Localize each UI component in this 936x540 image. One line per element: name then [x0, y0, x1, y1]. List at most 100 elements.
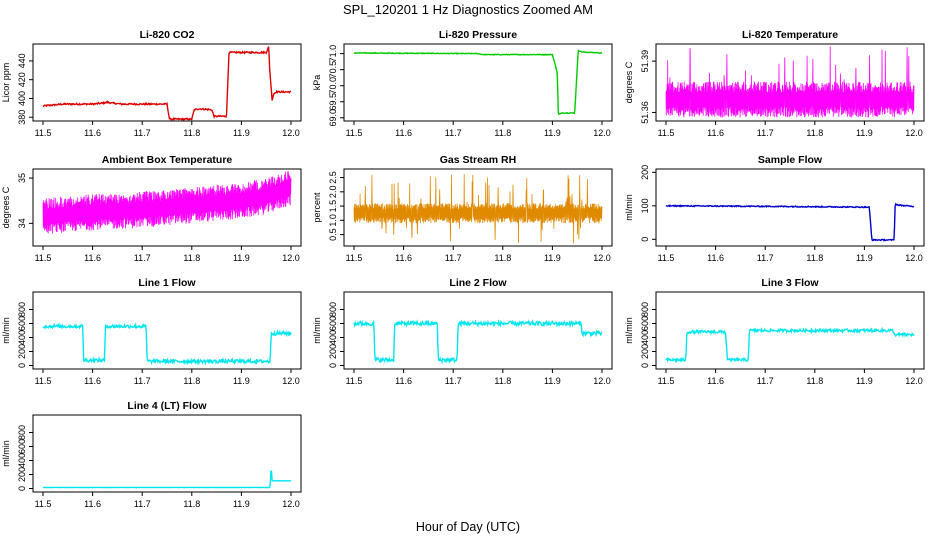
x-tick-label: 11.9 — [856, 128, 873, 138]
panel-4: Ambient Box Temperature degrees C 34 35 11.5… — [1, 154, 302, 263]
series-line — [353, 49, 603, 116]
y-axis-label: ml/min — [624, 317, 634, 344]
panel-title: Li-820 Pressure — [439, 29, 517, 41]
panel-title: Line 1 Flow — [138, 277, 196, 289]
x-tick-label: 12.0 — [282, 499, 300, 509]
x-tick-label: 11.7 — [757, 376, 774, 386]
panel-5: Gas Stream RH percent 0.51.01.52.0 2.5 11.5 1… — [312, 154, 613, 263]
x-tick-label: 11.6 — [84, 499, 101, 509]
y-tick-label: 200 — [17, 344, 27, 359]
y-tick-label: 440 — [17, 53, 27, 68]
y-axis-label: ml/min — [1, 440, 11, 467]
x-tick-label: 12.0 — [282, 253, 300, 263]
series-band — [353, 174, 603, 244]
x-tick-label: 11.8 — [806, 128, 823, 138]
y-axis-label: kPa — [312, 75, 322, 91]
y-tick-label: 400 — [17, 91, 27, 106]
x-tick-label: 11.7 — [445, 253, 462, 263]
y-tick-label: 2.0 — [328, 186, 338, 199]
series-line — [665, 202, 915, 242]
y-tick-label: 400 — [328, 330, 338, 345]
x-tick-label: 11.6 — [395, 376, 412, 386]
y-tick-label: 420 — [17, 72, 27, 87]
panel-title: Gas Stream RH — [440, 154, 516, 166]
y-tick-label: 34 — [17, 218, 27, 228]
x-tick-label: 11.5 — [346, 376, 363, 386]
x-tick-label: 12.0 — [282, 128, 300, 138]
y-tick-label: 600 — [640, 316, 650, 331]
panel-6: Sample Flow ml/min 0 100 200 11.5 11.6 11.7 11.8… — [624, 154, 925, 263]
x-tick-label: 12.0 — [593, 253, 611, 263]
y-tick-label: 400 — [640, 330, 650, 345]
x-tick-label: 11.8 — [183, 499, 200, 509]
y-tick-label: 0 — [328, 363, 338, 368]
plot-frame — [32, 168, 302, 247]
x-tick-label: 11.5 — [346, 128, 363, 138]
y-tick-label: 380 — [17, 110, 27, 125]
x-tick-label: 11.9 — [233, 253, 250, 263]
y-tick-label: 800 — [640, 302, 650, 317]
x-tick-label: 11.7 — [134, 376, 151, 386]
x-tick-label: 11.8 — [183, 376, 200, 386]
x-tick-label: 12.0 — [905, 128, 923, 138]
y-tick-label: 400 — [17, 453, 27, 468]
x-tick-label: 11.9 — [233, 128, 250, 138]
y-tick-label: 2.5 — [328, 171, 338, 184]
y-tick-label: 800 — [328, 302, 338, 317]
x-tick-label: 11.7 — [757, 128, 774, 138]
series-line — [353, 319, 603, 365]
x-tick-label: 11.5 — [35, 253, 52, 263]
y-tick-label: 70.0 — [328, 77, 338, 95]
panel-title: Sample Flow — [758, 154, 823, 166]
x-tick-label: 11.5 — [658, 376, 675, 386]
x-tick-label: 11.7 — [134, 253, 151, 263]
y-tick-label: 1.5 — [328, 200, 338, 213]
y-tick-label: 0.5 — [328, 228, 338, 241]
x-tick-label: 11.9 — [544, 253, 561, 263]
x-tick-label: 11.8 — [183, 253, 200, 263]
plot-frame — [655, 291, 925, 370]
y-tick-label: 200 — [640, 165, 650, 180]
x-tick-label: 12.0 — [282, 376, 300, 386]
x-tick-label: 11.7 — [445, 128, 462, 138]
x-tick-label: 11.8 — [806, 253, 823, 263]
y-axis-label: ml/min — [1, 317, 11, 344]
panel-1: Li-820 CO2 Licor ppm 380 400 420 440 11.5 11.6 1… — [1, 29, 302, 138]
y-tick-label: 71.0 — [328, 45, 338, 63]
x-tick-label: 12.0 — [905, 376, 923, 386]
y-tick-label: 600 — [328, 316, 338, 331]
y-tick-label: 70.5 — [328, 61, 338, 79]
y-tick-label: 51.39 — [640, 50, 650, 73]
panel-title: Li-820 Temperature — [742, 29, 838, 41]
panel-title: Li-820 CO2 — [140, 29, 195, 41]
y-tick-label: 1.0 — [328, 214, 338, 227]
y-tick-label: 0 — [640, 237, 650, 242]
figure-title: SPL_120201 1 Hz Diagnostics Zoomed AM — [343, 2, 593, 17]
x-tick-label: 11.7 — [134, 128, 151, 138]
x-tick-label: 12.0 — [593, 128, 611, 138]
x-tick-label: 11.7 — [757, 253, 774, 263]
x-tick-label: 11.5 — [35, 499, 52, 509]
x-tick-label: 11.8 — [806, 376, 823, 386]
y-tick-label: 0 — [17, 363, 27, 368]
x-tick-label: 11.9 — [233, 499, 250, 509]
x-tick-label: 11.5 — [658, 128, 675, 138]
plot-frame — [655, 168, 925, 247]
y-tick-label: 0 — [640, 363, 650, 368]
y-axis-label: ml/min — [624, 194, 634, 221]
y-tick-label: 35 — [17, 173, 27, 183]
panel-title: Line 4 (LT) Flow — [127, 400, 207, 412]
panel-2: Li-820 Pressure kPa 69.069.570.070.571.0 11… — [312, 29, 613, 138]
series-line — [42, 46, 292, 122]
plot-frame — [343, 291, 613, 370]
x-tick-label: 11.8 — [494, 376, 511, 386]
panel-title: Ambient Box Temperature — [102, 154, 233, 166]
x-tick-label: 11.8 — [494, 128, 511, 138]
x-tick-label: 11.7 — [134, 499, 151, 509]
series-line — [42, 470, 291, 489]
